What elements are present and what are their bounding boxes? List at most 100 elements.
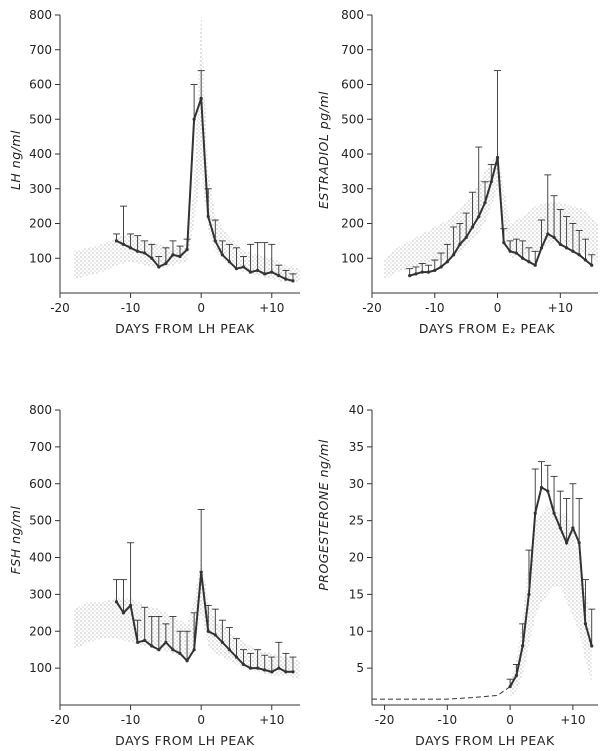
panel-fsh-data-point bbox=[157, 648, 161, 652]
panel-lh-y-tick-label: 300 bbox=[29, 182, 52, 196]
panel-estradiol-data-point bbox=[558, 242, 562, 246]
panel-progesterone-y-tick-label: 10 bbox=[349, 624, 364, 638]
panel-estradiol-data-point bbox=[495, 155, 500, 160]
panel-progesterone-x-tick-label: -10 bbox=[438, 713, 458, 727]
panel-estradiol-data-point bbox=[521, 256, 525, 260]
panel-lh-data-point bbox=[227, 260, 232, 264]
panel-estradiol-data-point bbox=[577, 253, 581, 257]
panel-fsh-data-point bbox=[241, 662, 246, 667]
panel-estradiol-data-point bbox=[483, 201, 487, 205]
panel-lh-data-point bbox=[248, 270, 253, 274]
panel-progesterone-y-tick-label: 40 bbox=[349, 403, 364, 417]
panel-lh-data-point bbox=[199, 96, 203, 100]
panel-fsh: 100 200 300 400 500 600 700 800 -20 -10 0 +10 FSH n… bbox=[8, 403, 300, 748]
panel-lh-y-tick-label: 400 bbox=[29, 147, 52, 161]
panel-lh-data-point bbox=[263, 272, 267, 276]
panel-progesterone-dashed-baseline bbox=[372, 686, 511, 700]
panel-lh-data-point bbox=[213, 239, 217, 243]
panel-progesterone-series-line bbox=[509, 485, 593, 688]
panel-estradiol-data-point bbox=[433, 268, 437, 273]
panel-fsh-x-tick-label: +10 bbox=[259, 713, 284, 727]
panel-lh-plot: 100 200 300 400 500 600 700 800 -20 -10 0 +10 bbox=[29, 8, 300, 315]
panel-progesterone-y-tick-label: 30 bbox=[349, 477, 364, 491]
panel-progesterone-plot: 5 10 15 20 25 30 35 40 -20 -10 0 +10 bbox=[349, 403, 598, 727]
panel-lh-y-tick-label: 600 bbox=[29, 78, 52, 92]
panel-progesterone-x-axis-label: DAYS FROM LH PEAK bbox=[415, 733, 555, 748]
panel-progesterone-data-point bbox=[527, 592, 531, 596]
panel-lh-y-axis-label: LH ng/ml bbox=[8, 130, 23, 190]
panel-estradiol-data-point bbox=[527, 260, 531, 264]
panel-fsh-data-point bbox=[121, 611, 126, 615]
panel-progesterone-data-point bbox=[565, 541, 569, 545]
panel-estradiol-data-point bbox=[489, 180, 493, 184]
panel-progesterone-data-point bbox=[508, 684, 512, 689]
panel-estradiol-data-point bbox=[590, 263, 594, 267]
panel-estradiol-data-point bbox=[514, 251, 518, 255]
panel-lh-x-tick-label: -20 bbox=[50, 301, 70, 315]
panel-lh-y-tick-label: 800 bbox=[29, 8, 52, 22]
panel-fsh-y-tick-label: 200 bbox=[29, 624, 52, 638]
panel-estradiol-data-point bbox=[452, 253, 456, 257]
panel-progesterone-data-point bbox=[546, 489, 550, 493]
panel-estradiol-data-point bbox=[439, 265, 443, 269]
panel-estradiol: 100 200 300 400 500 600 700 800 -20 -10 0 +10 ESTRA… bbox=[316, 8, 598, 336]
panel-lh-data-point bbox=[128, 246, 133, 250]
panel-fsh-data-point bbox=[178, 651, 182, 655]
panel-progesterone-x-tick-label: -20 bbox=[375, 713, 395, 727]
panel-lh-y-tick-label: 100 bbox=[29, 251, 52, 265]
panel-fsh-plot: 100 200 300 400 500 600 700 800 -20 -10 0 +10 bbox=[29, 403, 300, 727]
panel-progesterone-data-point bbox=[558, 526, 562, 530]
panel-estradiol-data-point bbox=[458, 242, 462, 246]
panel-estradiol-data-point bbox=[477, 214, 481, 219]
panel-progesterone-data-point bbox=[577, 541, 581, 545]
panel-lh-data-point bbox=[234, 267, 239, 271]
panel-estradiol-data-point bbox=[470, 225, 475, 229]
panel-lh-data-point bbox=[150, 256, 154, 260]
panel-fsh-data-point bbox=[128, 603, 133, 608]
panel-fsh-data-point bbox=[171, 648, 175, 652]
panel-lh-data-point bbox=[277, 274, 281, 278]
panel-estradiol-data-point bbox=[565, 246, 569, 250]
panel-lh-data-point bbox=[136, 249, 140, 253]
panel-lh-data-point bbox=[178, 254, 182, 259]
panel-lh-data-point bbox=[121, 242, 126, 246]
panel-estradiol-x-tick-label: 0 bbox=[494, 301, 502, 315]
panel-lh-data-point bbox=[185, 247, 189, 252]
panel-progesterone-data-point bbox=[590, 644, 594, 648]
panel-lh-y-tick-label: 500 bbox=[29, 112, 52, 126]
panel-estradiol-y-tick-label: 600 bbox=[341, 78, 364, 92]
panel-fsh-y-tick-label: 300 bbox=[29, 587, 52, 601]
panel-fsh-data-point bbox=[234, 655, 239, 659]
panel-fsh-data-point bbox=[114, 600, 119, 604]
panel-progesterone-data-point bbox=[533, 511, 537, 515]
panel-fsh-x-axis-label: DAYS FROM LH PEAK bbox=[115, 733, 255, 748]
panel-estradiol-data-point bbox=[445, 260, 449, 264]
panel-progesterone-data-point bbox=[571, 526, 575, 530]
panel-estradiol-data-point bbox=[552, 235, 556, 239]
panel-lh-data-point bbox=[171, 253, 175, 257]
panel-lh-data-point bbox=[143, 251, 147, 255]
panel-lh: 100 200 300 400 500 600 700 800 -20 -10 0 +10 LH ng… bbox=[8, 8, 300, 336]
panel-estradiol-x-tick-label: +10 bbox=[548, 301, 573, 315]
panel-estradiol-normal-range-band bbox=[384, 154, 598, 280]
panel-fsh-x-tick-label: -10 bbox=[121, 713, 141, 727]
panel-progesterone-y-tick-label: 20 bbox=[349, 551, 364, 565]
panel-lh-x-tick-label: +10 bbox=[259, 301, 284, 315]
panel-lh-data-point bbox=[206, 214, 210, 219]
panel-estradiol-x-axis-label: DAYS FROM E₂ PEAK bbox=[419, 321, 555, 336]
panel-estradiol-data-point bbox=[420, 270, 424, 274]
panel-lh-data-point bbox=[157, 265, 161, 269]
panel-lh-y-tick-label: 200 bbox=[29, 217, 52, 231]
panel-progesterone-data-point bbox=[521, 644, 525, 648]
panel-fsh-data-point bbox=[206, 629, 210, 633]
panel-estradiol-data-point bbox=[539, 246, 544, 250]
panel-estradiol-y-tick-label: 100 bbox=[341, 251, 364, 265]
panel-progesterone-y-tick-label: 25 bbox=[349, 514, 364, 528]
panel-fsh-data-point bbox=[199, 570, 203, 574]
panel-estradiol-y-tick-label: 800 bbox=[341, 8, 364, 22]
panel-lh-data-point bbox=[270, 270, 274, 274]
panel-estradiol-data-point bbox=[426, 270, 431, 274]
panel-fsh-data-point bbox=[256, 666, 260, 670]
panel-estradiol-y-tick-label: 200 bbox=[341, 217, 364, 231]
